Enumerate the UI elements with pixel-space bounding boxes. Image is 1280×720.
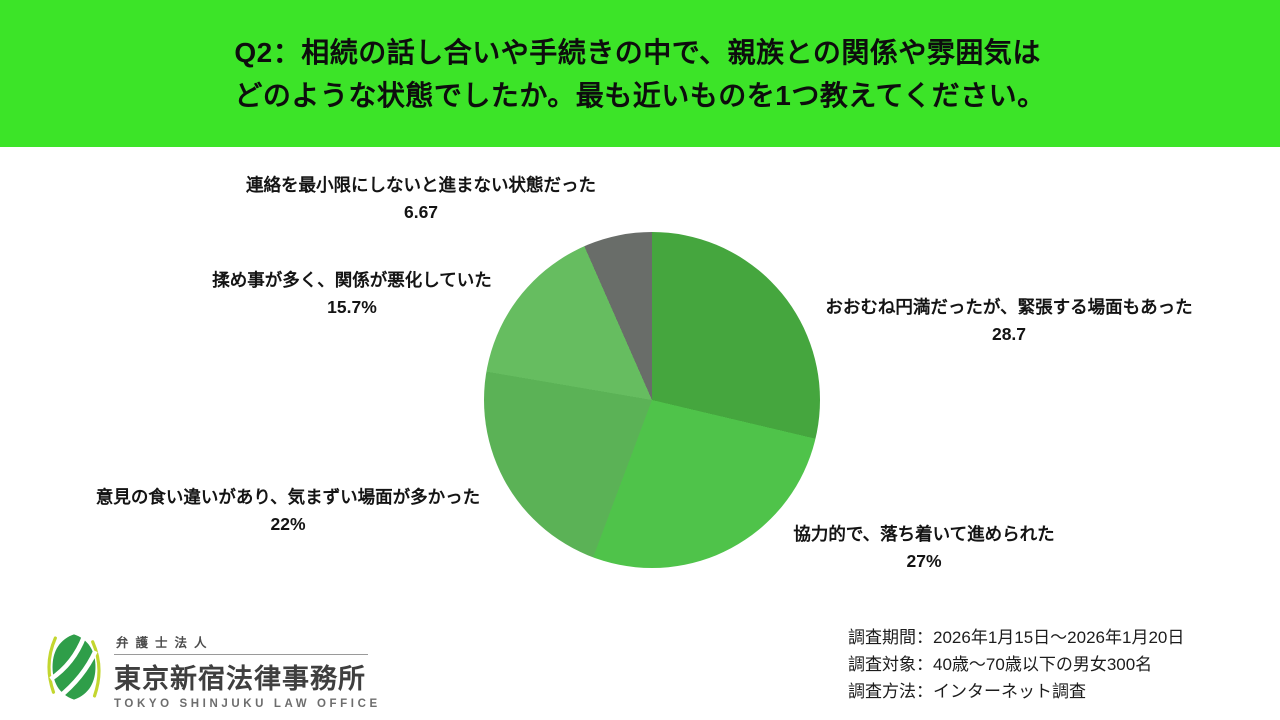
pie-label-minimal-contact-text: 連絡を最小限にしないと進まない状態だった — [246, 175, 596, 195]
pie-label-disagree-value: 22% — [270, 514, 306, 534]
logo-office-name-en: TOKYO SHINJUKU LAW OFFICE — [114, 698, 381, 710]
pie-label-harmony-text: おおむね円満だったが、緊張する場面もあった — [825, 297, 1193, 317]
pie-label-minimal-contact-value: 6.67 — [403, 202, 439, 222]
pie-label-harmony: おおむね円満だったが、緊張する場面もあった 28.7 — [825, 294, 1192, 348]
question-title-line2: どのような状態でしたか。最も近いものを1つ教えてください。 — [234, 79, 1046, 111]
pie-label-minimal-contact: 連絡を最小限にしないと進まない状態だった 6.67 — [246, 172, 596, 226]
pie-label-trouble-text: 揉め事が多く、関係が悪化していた — [212, 270, 492, 290]
question-title: Q2：相続の話し合いや手続きの中で、親族との関係や雰囲気は どのような状態でした… — [234, 31, 1045, 117]
question-title-line1: Q2：相続の話し合いや手続きの中で、親族との関係や雰囲気は — [234, 36, 1041, 68]
survey-period: 調査期間：2026年1月15日〜2026年1月20日 — [848, 628, 1185, 647]
law-office-logo-text: 弁護士法人 東京新宿法律事務所 TOKYO SHINJUKU LAW OFFIC… — [114, 630, 381, 710]
pie-label-trouble: 揉め事が多く、関係が悪化していた 15.7% — [212, 267, 491, 321]
law-office-logo: 弁護士法人 東京新宿法律事務所 TOKYO SHINJUKU LAW OFFIC… — [46, 630, 381, 710]
logo-organization-type: 弁護士法人 — [114, 630, 368, 655]
pie-label-trouble-value: 15.7% — [327, 297, 377, 317]
pie-chart — [484, 232, 820, 568]
survey-info: 調査期間：2026年1月15日〜2026年1月20日 調査対象：40歳〜70歳以… — [848, 624, 1184, 705]
pie-label-disagree: 意見の食い違いがあり、気まずい場面が多かった 22% — [96, 484, 480, 538]
pie-label-cooperative: 協力的で、落ち着いて進められた 27% — [793, 521, 1054, 575]
pie-label-harmony-value: 28.7 — [991, 324, 1027, 344]
survey-method: 調査方法：インターネット調査 — [848, 682, 1086, 701]
question-banner: Q2：相続の話し合いや手続きの中で、親族との関係や雰囲気は どのような状態でした… — [0, 0, 1280, 147]
law-office-logo-icon — [47, 634, 101, 700]
survey-subjects: 調査対象：40歳〜70歳以下の男女300名 — [848, 655, 1153, 674]
pie-label-disagree-text: 意見の食い違いがあり、気まずい場面が多かった — [95, 487, 481, 507]
logo-office-name: 東京新宿法律事務所 — [114, 664, 366, 694]
pie-label-cooperative-text: 協力的で、落ち着いて進められた — [793, 524, 1055, 544]
pie-label-cooperative-value: 27% — [906, 551, 942, 571]
